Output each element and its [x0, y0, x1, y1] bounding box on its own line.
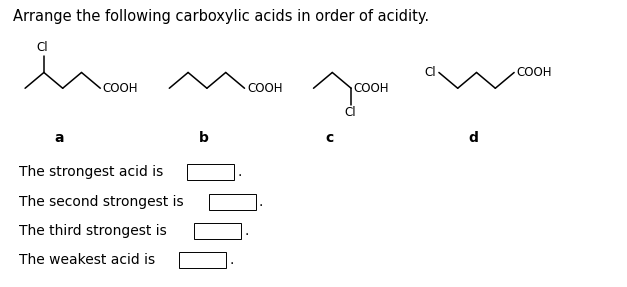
Text: Cl: Cl	[424, 66, 436, 79]
Text: Arrange the following carboxylic acids in order of acidity.: Arrange the following carboxylic acids i…	[13, 9, 429, 24]
Text: The strongest acid is: The strongest acid is	[19, 165, 163, 179]
Text: .: .	[259, 195, 263, 209]
Text: COOH: COOH	[103, 82, 139, 95]
FancyBboxPatch shape	[209, 195, 256, 210]
Text: The third strongest is: The third strongest is	[19, 224, 167, 238]
Text: The second strongest is: The second strongest is	[19, 195, 184, 209]
Text: .: .	[245, 224, 249, 238]
Text: a: a	[55, 131, 65, 145]
Text: Cl: Cl	[344, 106, 356, 119]
FancyBboxPatch shape	[194, 223, 241, 239]
Text: d: d	[468, 131, 478, 145]
Text: The weakest acid is: The weakest acid is	[19, 253, 155, 267]
FancyBboxPatch shape	[187, 164, 234, 180]
Text: COOH: COOH	[247, 82, 283, 95]
Text: COOH: COOH	[354, 82, 389, 95]
Text: Cl: Cl	[37, 41, 48, 55]
Text: COOH: COOH	[517, 66, 552, 79]
FancyBboxPatch shape	[179, 252, 226, 267]
Text: .: .	[229, 253, 234, 267]
Text: b: b	[199, 131, 209, 145]
Text: .: .	[237, 165, 241, 179]
Text: c: c	[325, 131, 334, 145]
